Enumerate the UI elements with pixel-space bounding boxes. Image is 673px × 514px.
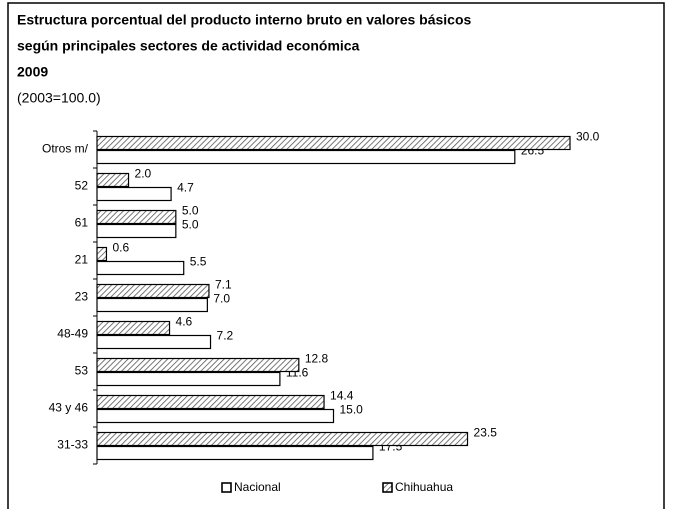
bar [96,445,374,461]
y-tick-label: 53 [75,364,89,378]
bar [96,431,469,447]
value-label: 2.0 [135,167,152,181]
y-tick-label: 61 [75,216,89,230]
value-label: 7.0 [213,292,230,306]
y-tick-label: 23 [75,290,89,304]
bar [96,172,130,188]
value-label: 14.4 [330,389,354,403]
bar [96,283,210,299]
legend-label: Chihuahua [395,480,453,494]
value-label: 5.5 [190,255,207,269]
y-tick-label: 48-49 [57,327,88,341]
bar [96,357,300,373]
bar [96,149,516,165]
bar [96,297,208,313]
bar [96,209,177,225]
value-label: 7.1 [215,278,232,292]
bar [96,135,571,151]
bar [96,408,335,424]
bar [96,394,325,410]
value-label: 23.5 [474,426,498,440]
title-line: Estructura porcentual del producto inter… [17,12,472,28]
bar [96,334,212,350]
value-label: 30.0 [576,130,600,144]
bar [96,371,281,387]
title-line: según principales sectores de actividad … [17,38,360,54]
value-label: 5.0 [182,204,199,218]
value-label: 12.8 [305,352,329,366]
bar [96,260,185,276]
value-label: 4.6 [176,315,193,329]
value-label: 4.7 [177,181,194,195]
y-tick-label: 43 y 46 [49,401,89,415]
subtitle: (2003=100.0) [17,90,101,106]
bar [96,223,177,239]
bar [96,246,108,262]
title-line: 2009 [17,64,48,80]
bar [96,320,171,336]
y-tick-label: 21 [75,253,89,267]
y-tick-label: 31-33 [57,438,88,452]
legend-swatch [382,482,393,493]
bar [96,186,172,202]
legend-swatch [221,482,232,493]
value-label: 15.0 [340,403,364,417]
y-tick-label: Otros m/ [42,142,89,156]
y-tick-label: 52 [75,179,89,193]
legend-label: Nacional [234,480,281,494]
value-label: 7.2 [217,329,234,343]
value-label: 0.6 [112,241,129,255]
value-label: 5.0 [182,218,199,232]
